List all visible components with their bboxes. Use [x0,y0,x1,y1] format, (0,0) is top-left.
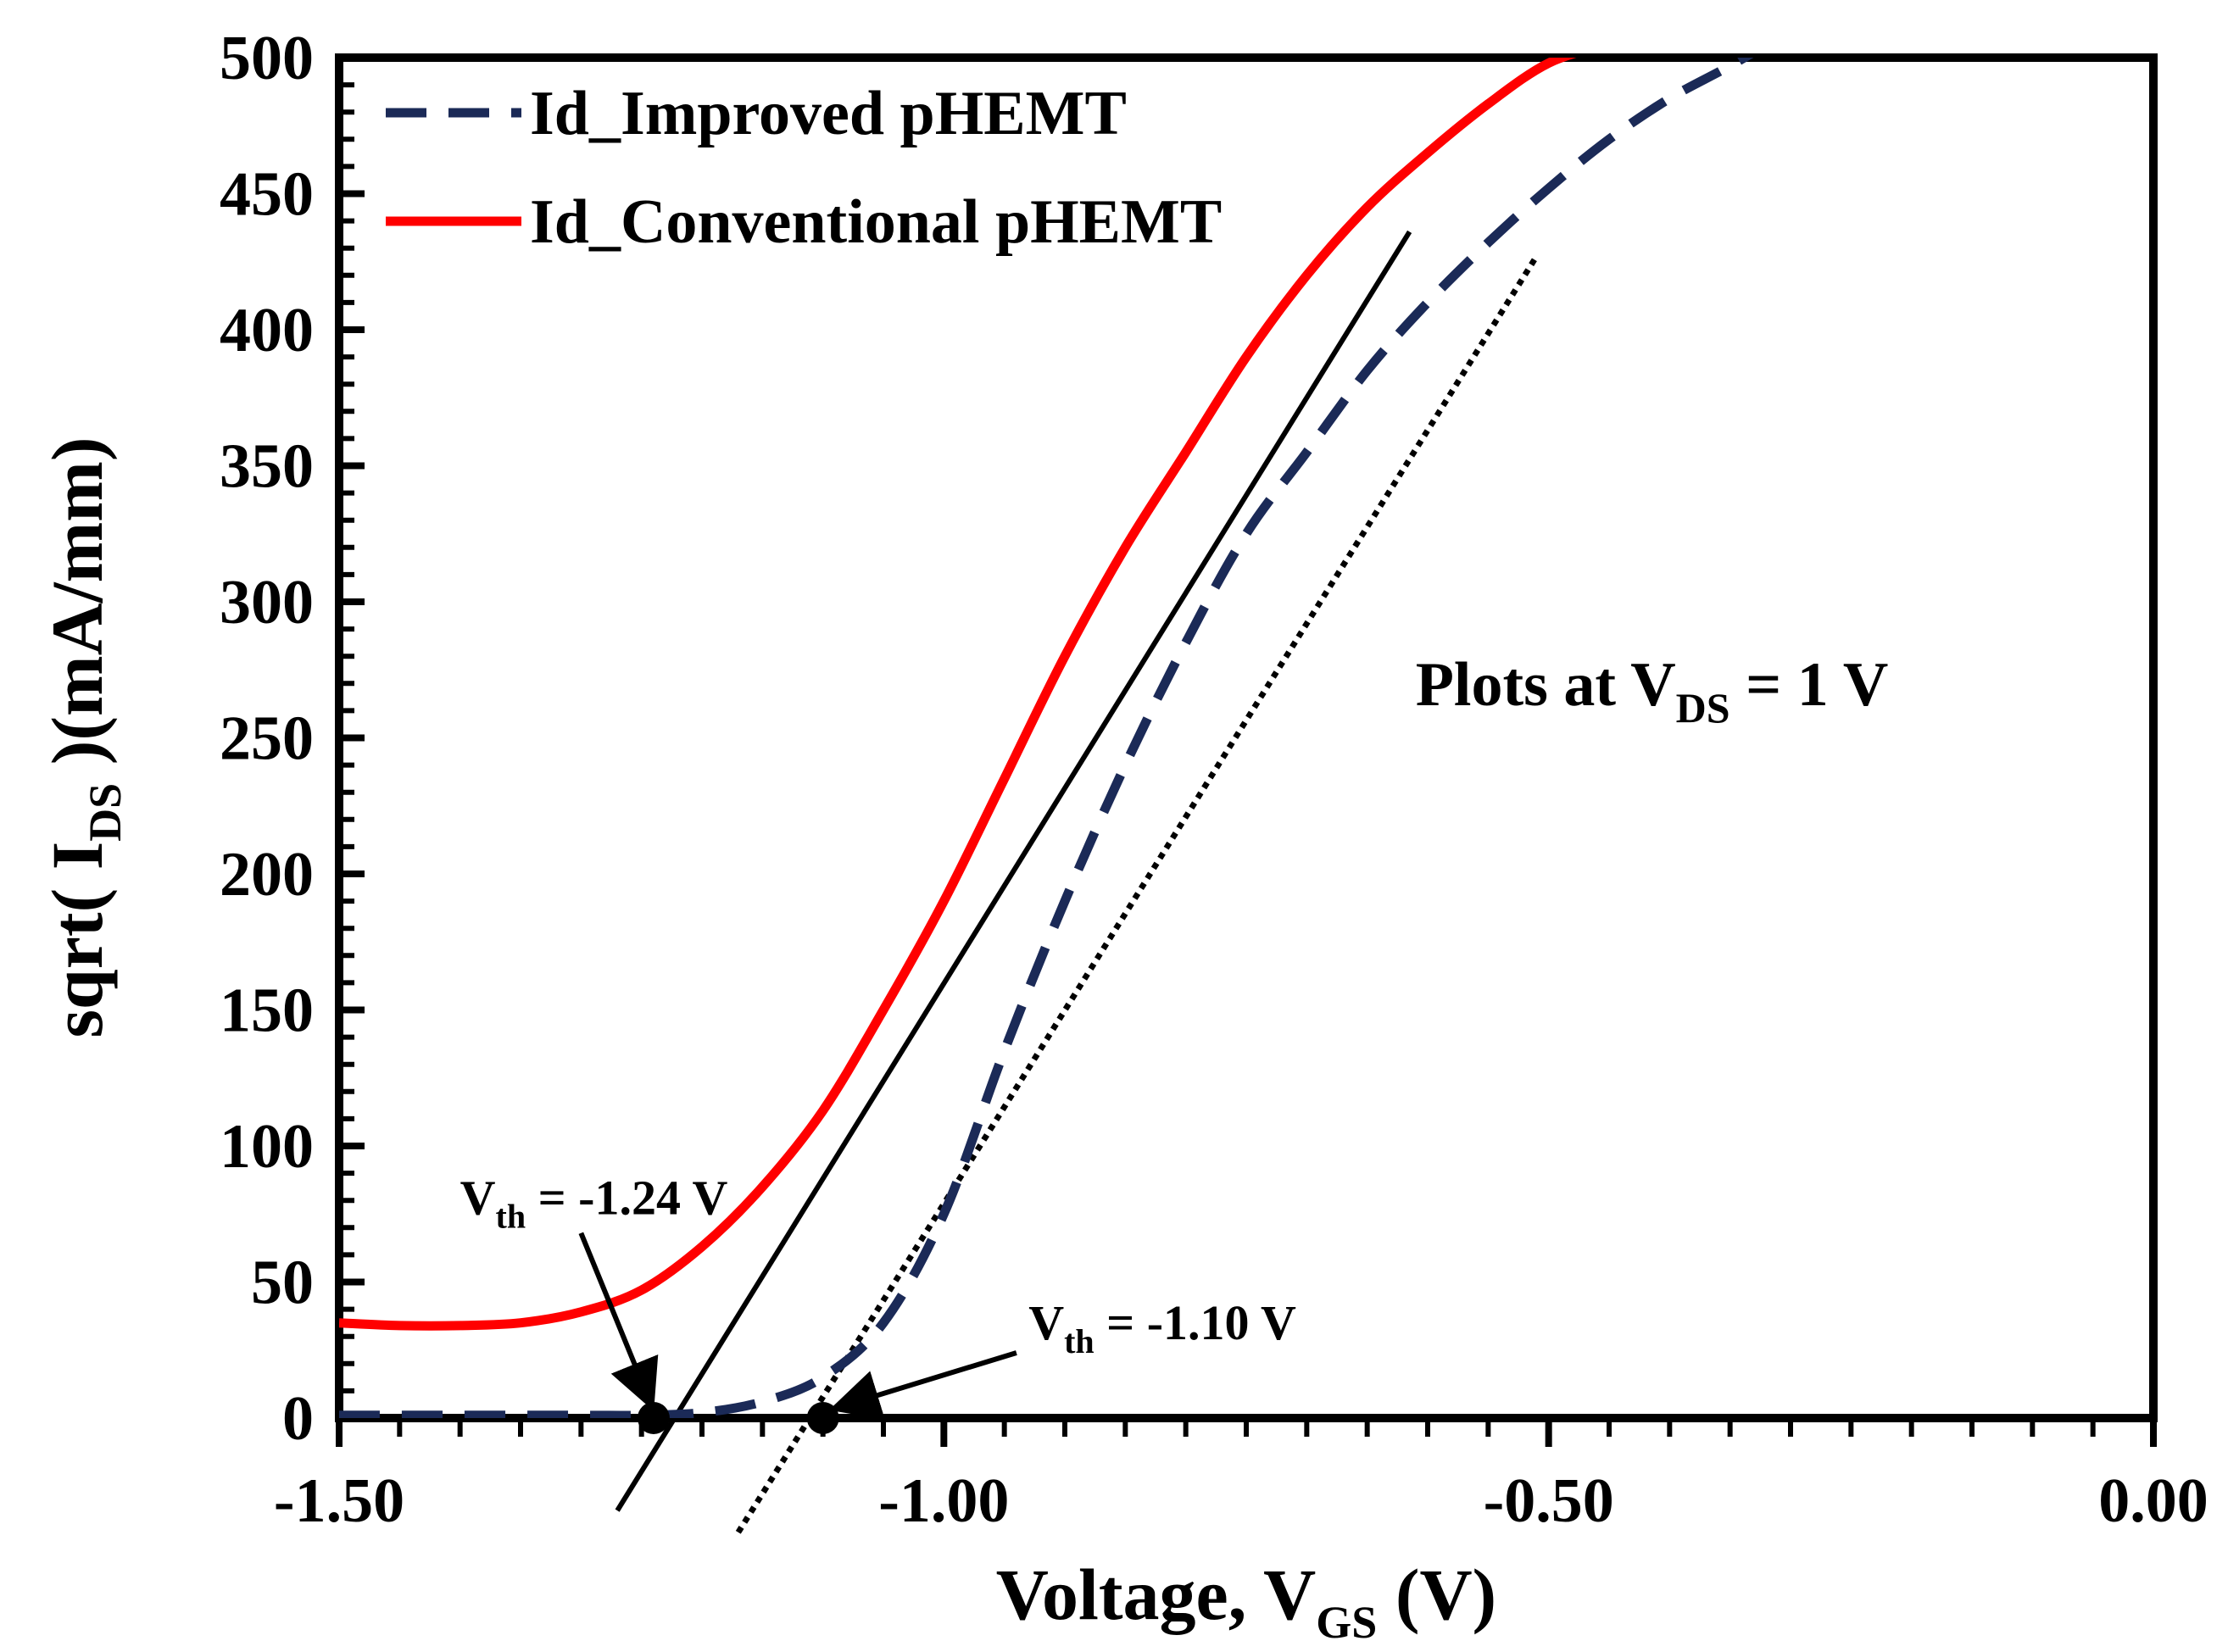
x-tick-label: 0.00 [2098,1466,2209,1536]
threshold-markers [637,1402,839,1434]
y-axis-title: sqrt( IDS )(mA/mm) [36,437,131,1037]
vth-improved-marker [806,1402,839,1434]
y-tick-label: 400 [220,296,314,365]
legend-label-conventional: Id_Conventional pHEMT [530,187,1222,257]
x-tick-label: -1.50 [274,1466,404,1536]
tangent-lines [615,230,1540,1534]
bias-note: Plots at VDS = 1 V [1416,650,1889,731]
legend-label-improved: Id_Improved pHEMT [530,79,1127,148]
y-tick-label: 500 [220,24,314,93]
x-tick-label: -0.50 [1484,1466,1614,1536]
annotation-arrows [578,1232,1017,1420]
y-tick-label: 100 [220,1112,314,1182]
y-tick-label: 300 [220,568,314,637]
x-tick-labels: -1.50 -1.00 -0.50 0.00 [274,1466,2209,1536]
y-tick-label: 450 [220,160,314,230]
y-tick-label: 350 [220,432,314,502]
legend: Id_Improved pHEMT Id_Conventional pHEMT [386,79,1222,257]
vth-conventional-label: Vth = -1.24 V [460,1170,728,1235]
vth-improved-label: Vth = -1.10 V [1028,1295,1296,1360]
vth-improved-arrow [828,1350,1017,1420]
y-tick-labels: 0 50 100 150 200 250 300 350 400 450 500 [220,24,314,1454]
improved-tangent [735,254,1540,1534]
y-tick-label: 150 [220,976,314,1046]
series-group [339,58,1754,1418]
x-axis-ticks [336,1418,2157,1447]
vth-conventional-arrow [578,1232,659,1411]
y-axis-ticks [339,54,365,1421]
x-tick-label: -1.00 [878,1466,1009,1536]
y-tick-label: 50 [251,1249,314,1318]
y-tick-label: 0 [282,1384,314,1454]
x-axis-title: Voltage, VGS (V) [996,1554,1496,1648]
vth-conventional-marker [637,1402,670,1434]
series-conventional-line [339,58,1577,1331]
y-tick-label: 250 [220,704,314,774]
conventional-tangent [615,230,1412,1512]
series-improved-line [339,58,1754,1418]
y-tick-label: 200 [220,840,314,909]
